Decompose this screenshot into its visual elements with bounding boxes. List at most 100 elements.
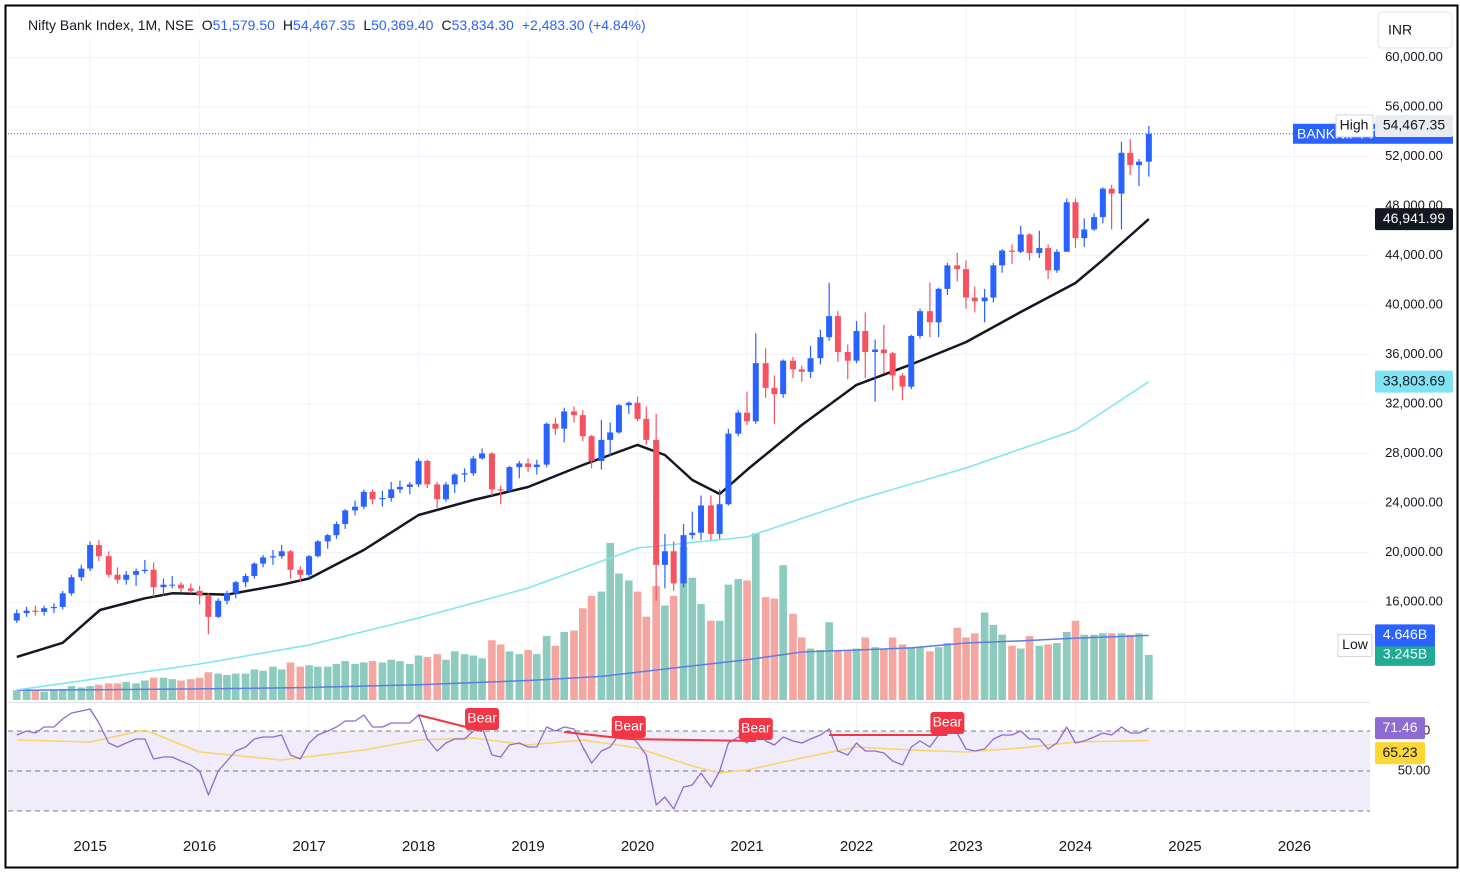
volume-bar [669, 595, 678, 700]
volume-bar [478, 658, 486, 700]
divergence-label: Bear [467, 710, 497, 726]
candle-body [762, 363, 769, 388]
candle-body [680, 535, 687, 584]
volume-bar [806, 648, 815, 700]
candle-body [1081, 229, 1088, 239]
candle-body [707, 505, 714, 534]
candle-body [388, 489, 395, 499]
candle-body [643, 418, 650, 440]
x-tick-label: 2024 [1059, 838, 1092, 855]
volume-bar [406, 663, 414, 700]
volume-bar [679, 547, 688, 700]
axis-tag [1375, 717, 1425, 740]
candle-body [424, 460, 431, 485]
volume-bar [360, 662, 368, 700]
volume-bar [697, 604, 705, 700]
volume-bar [615, 573, 623, 700]
volume-bar [67, 686, 76, 700]
rsi-tick-label: 50.00 [1398, 762, 1431, 777]
candle-body [1135, 161, 1142, 166]
candle-body [543, 423, 550, 465]
frame [4, 4, 1459, 869]
candle-body [196, 590, 203, 596]
candle-body [935, 288, 942, 323]
candle-body [735, 412, 742, 434]
candle-body [533, 464, 540, 468]
volume-bar [715, 620, 724, 700]
volume-bar [1117, 633, 1126, 700]
currency-button[interactable] [1377, 11, 1453, 49]
divergence-label: Bear [741, 720, 771, 736]
candle-body [990, 265, 997, 298]
volume-bar [570, 630, 578, 700]
volume-bar [286, 662, 295, 700]
y-tick-label: 52,000.00 [1385, 148, 1443, 163]
candle-body [971, 297, 978, 302]
volume-bar [907, 647, 916, 700]
candle-body [434, 484, 441, 500]
volume-bar [95, 684, 103, 700]
volume-bar [259, 670, 267, 700]
legend-value: 53,834.30 [452, 17, 514, 33]
volume-bar [104, 683, 113, 700]
volume-bar [250, 669, 259, 700]
volume-bar [606, 542, 614, 700]
volume-bar [926, 651, 934, 700]
candle-body [141, 569, 148, 572]
volume-bar [825, 622, 833, 700]
candle-body [516, 463, 523, 468]
volume-bar [77, 687, 86, 700]
volume-bar [962, 637, 970, 700]
legend-value: 50,369.40 [371, 17, 433, 33]
candle-body [926, 311, 933, 323]
volume-bar [231, 673, 240, 700]
chart-layer: 2015 2016 2017 2018 2019 2020 2021 2022 2023 2024… [8, 5, 1453, 855]
candle-body [78, 568, 85, 578]
volume-bar [980, 612, 989, 700]
volume-bar [31, 690, 40, 700]
volume-bar [277, 669, 286, 700]
volume-bar [12, 690, 21, 700]
volume-bar [542, 636, 551, 700]
candle-body [1008, 250, 1015, 252]
y-tick-label: 32,000.00 [1385, 395, 1443, 410]
candle-body [1017, 234, 1024, 252]
volume-bar [241, 673, 250, 700]
divergence-label-bg [465, 708, 500, 730]
volume-bar [1008, 645, 1016, 700]
candle-body [561, 411, 568, 429]
candle-body [615, 405, 622, 433]
volume-bar [624, 580, 633, 700]
candle-body [844, 352, 851, 361]
high-tag-bg [1335, 114, 1374, 138]
volume-bar [40, 691, 48, 700]
low-tag-bg [1337, 633, 1373, 657]
candle-body [1053, 251, 1060, 271]
volume-bar [488, 640, 496, 700]
candle-body [834, 316, 841, 353]
volume-bar [898, 644, 907, 700]
candle-body [379, 498, 386, 500]
volume-bar [223, 674, 231, 700]
currency-button-label[interactable]: INR [1388, 22, 1412, 38]
candle-body [479, 453, 486, 459]
candle-body [314, 541, 321, 557]
candle-body [853, 330, 860, 361]
volume-bar [524, 649, 532, 700]
legend-value: 54,467.35 [293, 17, 355, 33]
volume-bar [214, 673, 223, 700]
candle-body [488, 453, 495, 490]
candle-body [908, 335, 915, 387]
volume-bar [1025, 636, 1034, 700]
candle-body [944, 265, 951, 289]
volume-bar [880, 648, 888, 700]
candle-body [725, 433, 732, 505]
volume-bar [58, 688, 67, 700]
candle-body [242, 575, 249, 583]
volume-bar [943, 643, 952, 700]
volume-bar [861, 637, 870, 700]
candle-body [95, 545, 102, 557]
candle-body [297, 569, 304, 575]
volume-bar [1099, 633, 1107, 700]
x-tick-label: 2016 [183, 838, 216, 855]
